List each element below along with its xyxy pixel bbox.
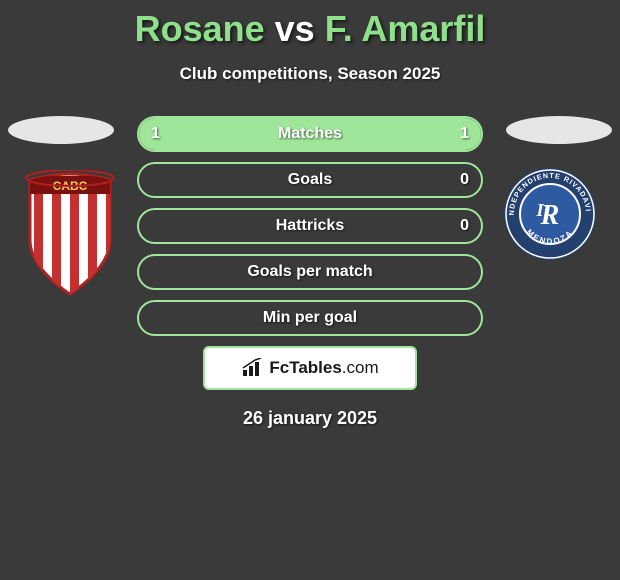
player1-ellipse	[8, 116, 114, 144]
stat-value-right: 1	[460, 125, 469, 143]
stat-value-right: 0	[460, 217, 469, 235]
bar-chart-icon	[241, 358, 265, 378]
stat-row: Goals per match	[137, 254, 483, 290]
stat-value-right: 0	[460, 171, 469, 189]
stat-row: Min per goal	[137, 300, 483, 336]
stat-label: Matches	[278, 125, 342, 143]
stat-row: Hattricks 0	[137, 208, 483, 244]
stat-label: Min per goal	[263, 309, 357, 327]
brand-bold: FcTables	[269, 358, 341, 377]
barracas-central-crest: CABC	[20, 170, 120, 298]
svg-text:I: I	[535, 200, 544, 220]
badge-icon: INDEPENDIENTE RIVADAVIA MENDOZA R I	[502, 166, 598, 262]
stat-row: Goals 0	[137, 162, 483, 198]
match-date: 26 january 2025	[0, 408, 620, 429]
content-area: CABC INDEPENDIENTE RIVADA	[0, 116, 620, 429]
stat-label: Goals	[288, 171, 332, 189]
stat-label: Hattricks	[276, 217, 344, 235]
stat-value-left: 1	[151, 125, 160, 143]
stats-table: Matches 1 1 Goals 0 Hattricks 0 Goals per match…	[137, 116, 483, 336]
brand-box[interactable]: FcTables.com	[203, 346, 417, 390]
shield-icon: CABC	[20, 170, 120, 298]
stat-label: Goals per match	[247, 263, 372, 281]
player1-name: Rosane	[135, 8, 265, 49]
vs-text: vs	[275, 8, 315, 49]
player2-name: F. Amarfil	[325, 8, 486, 49]
brand-light: .com	[342, 358, 379, 377]
subtitle: Club competitions, Season 2025	[0, 64, 620, 84]
independiente-rivadavia-crest: INDEPENDIENTE RIVADAVIA MENDOZA R I	[502, 166, 598, 262]
page-title: Rosane vs F. Amarfil	[0, 0, 620, 50]
stat-row: Matches 1 1	[137, 116, 483, 152]
player2-ellipse	[506, 116, 612, 144]
brand-text: FcTables.com	[269, 358, 378, 378]
